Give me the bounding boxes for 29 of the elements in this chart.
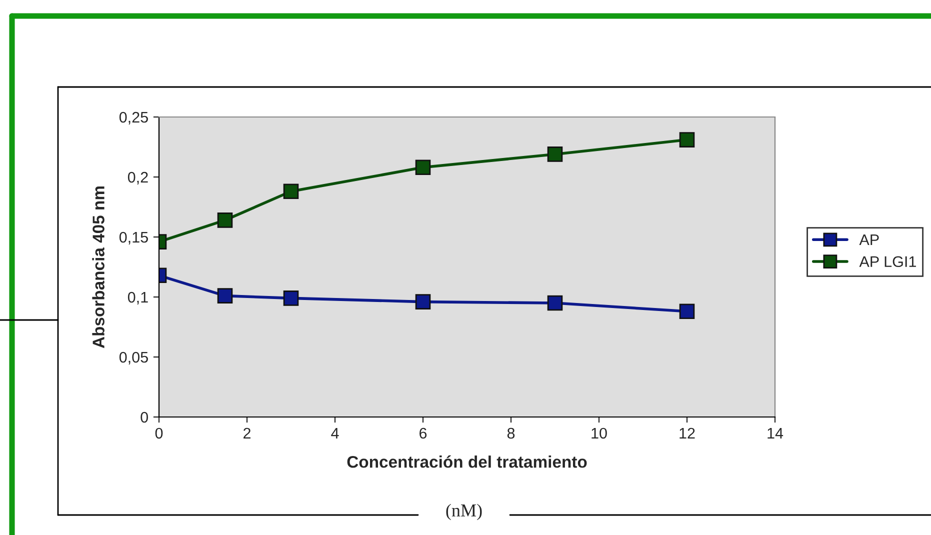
y-tick-label: 0,2 xyxy=(128,172,148,184)
x-tick-label: 12 xyxy=(680,428,695,438)
point xyxy=(283,290,299,306)
legend-label: AP LGI1 xyxy=(859,256,916,268)
x-tick-label: 4 xyxy=(331,428,339,438)
y-tick-label: 0 xyxy=(140,412,148,423)
point xyxy=(415,160,431,176)
y-axis-title: Absorbancia 405 nm xyxy=(92,186,104,348)
point xyxy=(679,132,695,148)
point xyxy=(547,146,563,162)
y-tick-label: 0,25 xyxy=(119,112,148,124)
x-tick-label: 10 xyxy=(592,428,607,439)
point xyxy=(679,304,695,320)
y-tick-label: 0,05 xyxy=(119,352,148,364)
x-tick-label: 0 xyxy=(155,428,163,439)
y-tick-label: 0,15 xyxy=(119,232,148,244)
point xyxy=(217,212,233,228)
x-tick-label: 8 xyxy=(507,428,515,439)
x-tick-label: 14 xyxy=(768,428,784,438)
x-tick-label: 2 xyxy=(244,428,250,438)
legend-label: AP xyxy=(859,234,879,246)
text: (nM) xyxy=(446,504,482,520)
point xyxy=(547,295,563,311)
x-tick-label: 6 xyxy=(420,428,427,439)
point xyxy=(415,294,431,310)
y-tick-label: 0,1 xyxy=(128,292,148,304)
point xyxy=(217,288,233,304)
x-axis-title: Concentración del tratamiento xyxy=(347,455,587,468)
point xyxy=(283,184,299,200)
